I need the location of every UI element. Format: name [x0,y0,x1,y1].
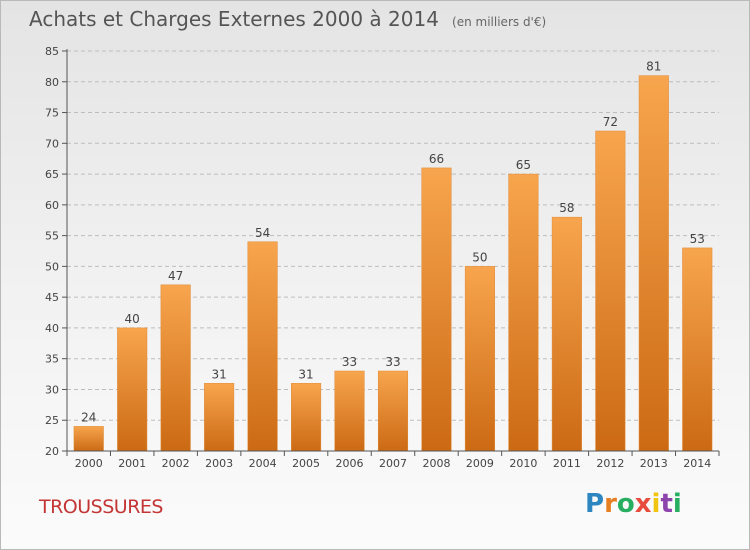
y-tick-label: 40 [45,322,59,335]
bar-2011 [551,216,582,452]
bar-2001 [117,327,148,452]
y-tick-label: 30 [45,383,59,396]
data-label-2007: 33 [385,355,400,369]
bar-2008 [421,167,452,452]
commune-name: TROUSSURES [39,496,163,518]
y-tick-label: 85 [45,45,59,58]
logo-letter: o [616,489,635,519]
data-label-2004: 54 [255,226,270,240]
logo-letter: r [604,489,617,519]
data-label-2010: 65 [516,158,531,172]
y-tick-label: 25 [45,414,59,427]
bar-2005 [291,383,322,452]
y-tick-label: 65 [45,168,59,181]
y-tick-label: 20 [45,445,59,458]
x-tick-label-2006: 2006 [336,457,364,470]
bar-2003 [204,383,235,452]
y-tick-label: 75 [45,107,59,120]
x-tick-label-2009: 2009 [466,457,494,470]
y-tick-label: 35 [45,353,59,366]
x-tick-label-2004: 2004 [249,457,277,470]
data-label-2003: 31 [211,367,226,381]
data-label-2002: 47 [168,269,183,283]
bar-2014 [682,247,713,452]
data-label-2011: 58 [559,201,574,215]
chart-title: Achats et Charges Externes 2000 à 2014 [29,7,439,31]
x-tick-label-2002: 2002 [162,457,190,470]
x-tick-label-2005: 2005 [292,457,320,470]
bar-layer [73,75,713,452]
bar-2000 [73,426,104,452]
chart-unit: (en milliers d'€) [452,15,547,29]
data-label-2013: 81 [646,60,661,74]
x-tick-label-2000: 2000 [75,457,103,470]
logo-letter: x [634,489,652,519]
data-label-2009: 50 [472,250,487,264]
bar-2007 [377,370,409,452]
x-tick-label-2013: 2013 [640,457,668,470]
bar-2004 [247,241,278,452]
proxiti-logo: Proxiti [585,489,682,519]
data-label-2014: 53 [690,232,705,246]
data-label-2001: 40 [125,312,140,326]
y-tick-label: 80 [45,76,59,89]
y-tick-label: 55 [45,230,59,243]
data-label-2000: 24 [81,410,96,424]
y-tick-label: 45 [45,291,59,304]
bar-2013 [638,75,669,452]
bar-2012 [595,130,626,452]
x-tick-label-2010: 2010 [509,457,537,470]
logo-letter: t [660,489,673,519]
data-label-2006: 33 [342,355,357,369]
logo-letter: i [651,489,661,519]
bar-2009 [464,266,495,452]
x-tick-label-2003: 2003 [205,457,233,470]
y-tick-label: 60 [45,199,59,212]
x-tick-label-2012: 2012 [596,457,624,470]
title-row: Achats et Charges Externes 2000 à 2014 (… [29,7,546,31]
bar-2006 [334,370,365,452]
x-tick-label-2011: 2011 [553,457,581,470]
x-tick-label-2001: 2001 [118,457,146,470]
x-tick-label-2014: 2014 [683,457,711,470]
data-label-2008: 66 [429,152,444,166]
y-tick-label: 70 [45,137,59,150]
bar-2010 [508,173,539,452]
data-label-2012: 72 [603,115,618,129]
logo-letter: i [672,489,682,519]
x-tick-label-2007: 2007 [379,457,407,470]
y-tick-label: 50 [45,260,59,273]
axis-layer: 20 25 30 35 40 45 50 55 60 65 70 75 80 85 24 2000 40 2001… [45,45,720,470]
data-label-2005: 31 [298,367,313,381]
x-tick-label-2008: 2008 [422,457,450,470]
logo-letter: P [585,489,605,519]
bar-2002 [160,284,191,452]
